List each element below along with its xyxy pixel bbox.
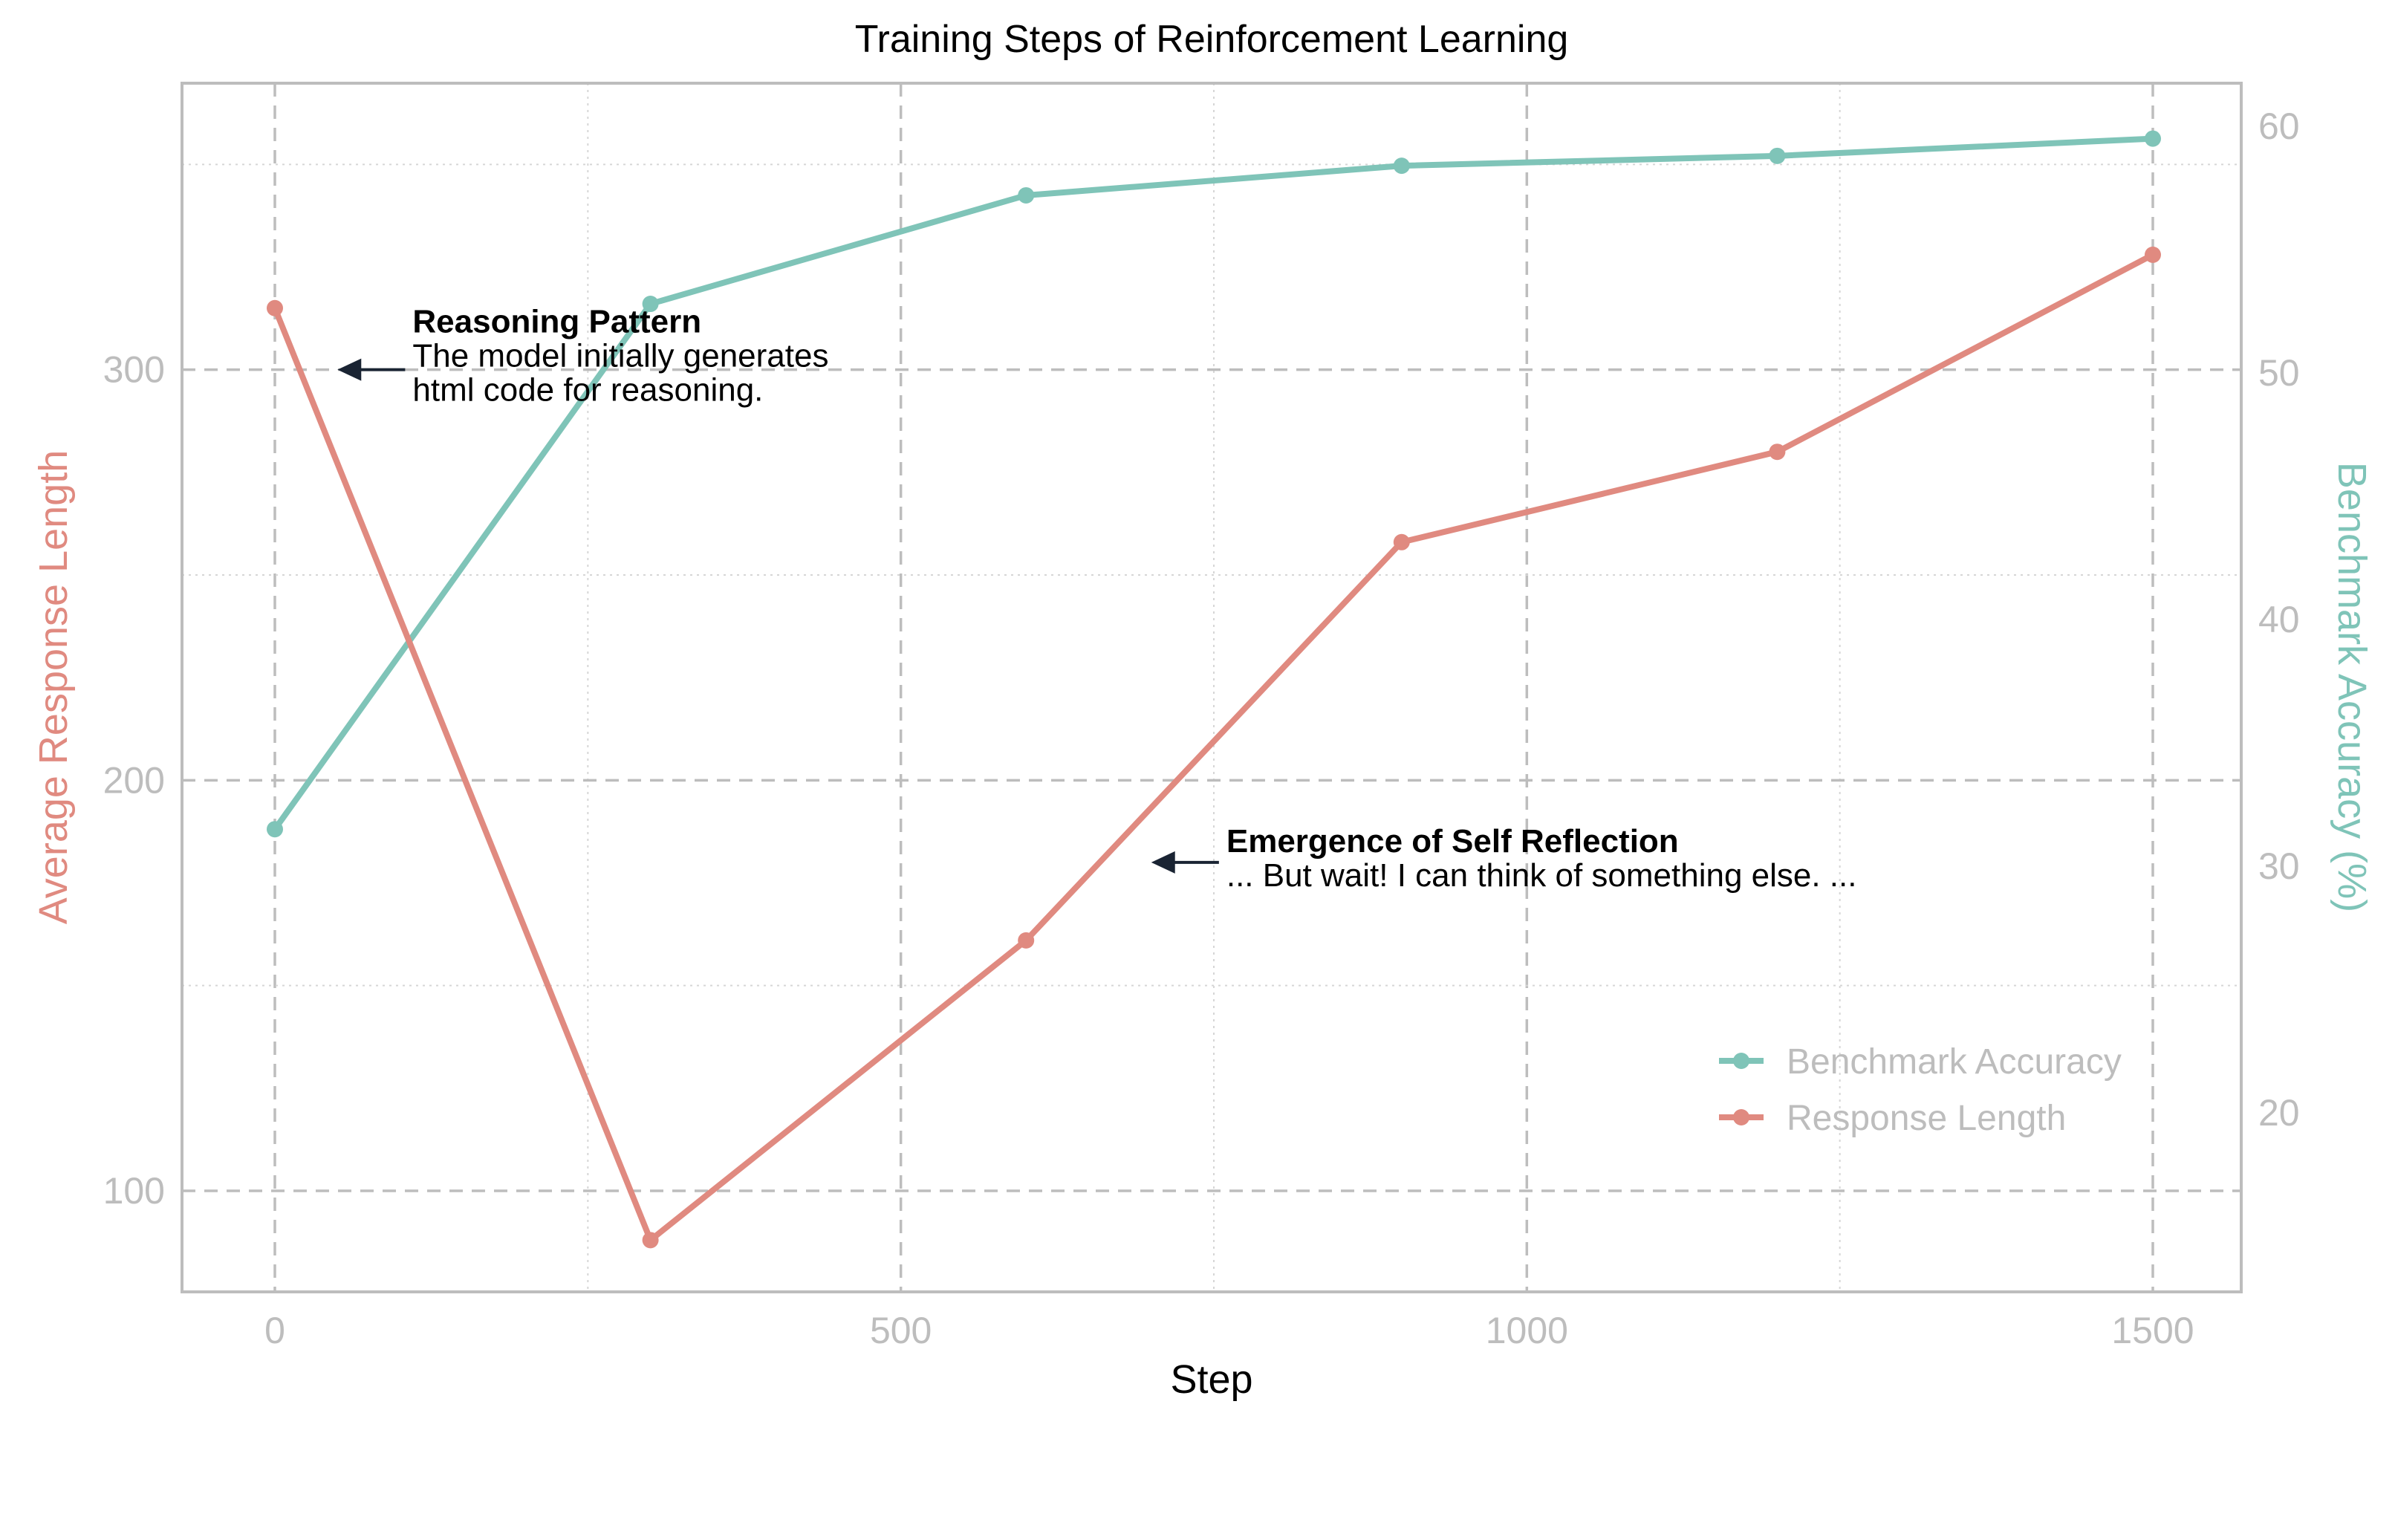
y-left-tick-label: 300: [103, 349, 165, 391]
annotation-text: ... But wait! I can think of something e…: [1226, 857, 1857, 894]
plot-frame: [181, 82, 2243, 1293]
x-tick-label: 1000: [1486, 1310, 1568, 1351]
response-length-point: [642, 1232, 659, 1249]
legend: Benchmark Accuracy Response Length: [1719, 1042, 2122, 1138]
benchmark-accuracy-point: [2145, 130, 2161, 147]
benchmark-accuracy-point: [267, 821, 283, 838]
benchmark-accuracy-legend-marker: [1733, 1053, 1749, 1069]
annotation-arrow-head: [1151, 851, 1175, 874]
chart-title: Training Steps of Reinforcement Learning: [855, 18, 1569, 61]
y-left-axis-title: Average Response Length: [31, 450, 76, 924]
benchmark-accuracy-point: [1769, 147, 1786, 164]
benchmark-accuracy-line: [272, 135, 2156, 833]
response-length-point: [1393, 533, 1410, 550]
annotation-text: The model initially generates: [412, 338, 828, 374]
y-right-tick-label: 40: [2258, 599, 2300, 640]
series: [267, 130, 2161, 1249]
benchmark-accuracy-legend-label: Benchmark Accuracy: [1787, 1042, 2122, 1082]
response-length-point: [2145, 246, 2161, 263]
response-length-point: [267, 299, 283, 316]
response-length-point: [1018, 932, 1035, 949]
y-right-axis-title: Benchmark Accuracy (%): [2330, 462, 2374, 912]
grid: [182, 83, 2241, 1292]
y-right-tick-label: 60: [2258, 105, 2300, 147]
benchmark-accuracy-point: [1393, 157, 1410, 175]
benchmark-accuracy-point: [642, 296, 659, 313]
response-length-point: [1769, 444, 1786, 461]
x-tick-label: 1500: [2111, 1310, 2194, 1351]
y-right-tick-label: 20: [2258, 1092, 2300, 1134]
annotation-text: html code for reasoning.: [412, 372, 763, 409]
response-length-legend-label: Response Length: [1787, 1099, 2066, 1138]
ticks: 0 500 1000 1500 100 200 300 20 30 40 50 60: [103, 105, 2300, 1351]
y-left-tick-label: 100: [103, 1170, 165, 1212]
y-right-tick-label: 30: [2258, 845, 2300, 887]
annotation-arrow-head: [337, 358, 362, 381]
benchmark-accuracy-point: [1018, 186, 1035, 204]
x-tick-label: 500: [870, 1310, 932, 1351]
y-left-tick-label: 200: [103, 759, 165, 801]
x-tick-label: 0: [264, 1310, 285, 1351]
response-length-legend-marker: [1733, 1109, 1749, 1125]
y-right-tick-label: 50: [2258, 352, 2300, 394]
annotation-title: Reasoning Pattern: [412, 304, 701, 340]
response-length-line: [272, 251, 2156, 1244]
x-axis-title: Step: [1170, 1357, 1252, 1402]
annotation-title: Emergence of Self Reflection: [1226, 823, 1679, 860]
